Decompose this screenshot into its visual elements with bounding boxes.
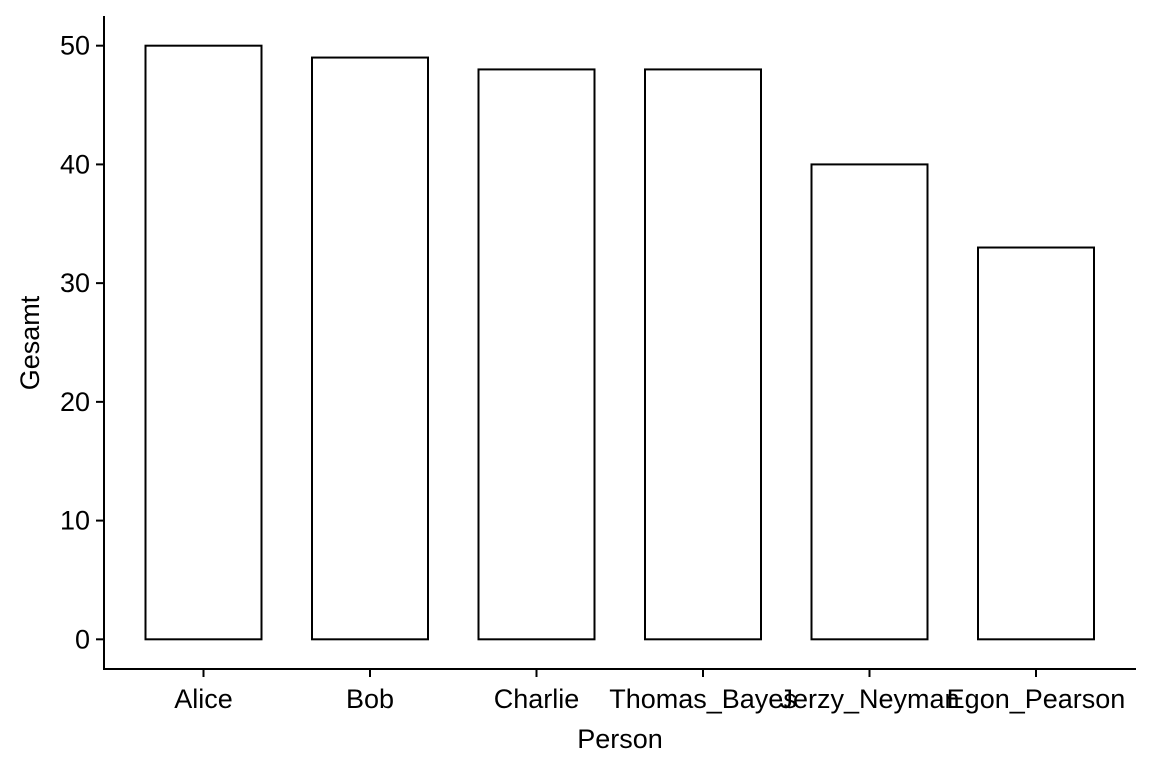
- y-tick-label: 40: [60, 149, 90, 179]
- y-tick-label: 0: [75, 624, 90, 654]
- x-tick-label: Alice: [174, 684, 233, 714]
- x-tick-label: Thomas_Bayes: [609, 684, 797, 714]
- bar-egon-pearson: [977, 246, 1095, 641]
- ticks-group: Alice Bob Charlie Thomas_BayesJerzy_NeymanE…: [60, 31, 1125, 714]
- x-tick-label: Charlie: [494, 684, 580, 714]
- bar-thomas-bayes: [644, 68, 762, 641]
- y-tick-label: 50: [60, 31, 90, 61]
- bar-charlie: [477, 68, 596, 641]
- y-tick-label: 10: [60, 506, 90, 536]
- bars-group: [144, 44, 1095, 641]
- x-tick-label: Bob: [346, 684, 394, 714]
- x-axis-title: Person: [577, 724, 663, 754]
- bar-jerzy-neyman: [810, 163, 929, 641]
- y-tick-label: 30: [60, 268, 90, 298]
- axes-group: [103, 16, 1136, 670]
- bar-bob: [311, 56, 429, 641]
- bar-alice: [144, 44, 263, 641]
- x-tick-label: Jerzy_Neyman: [779, 684, 959, 714]
- y-axis-title: Gesamt: [15, 295, 45, 390]
- x-tick-label: Egon_Pearson: [947, 684, 1126, 714]
- y-tick-label: 20: [60, 387, 90, 417]
